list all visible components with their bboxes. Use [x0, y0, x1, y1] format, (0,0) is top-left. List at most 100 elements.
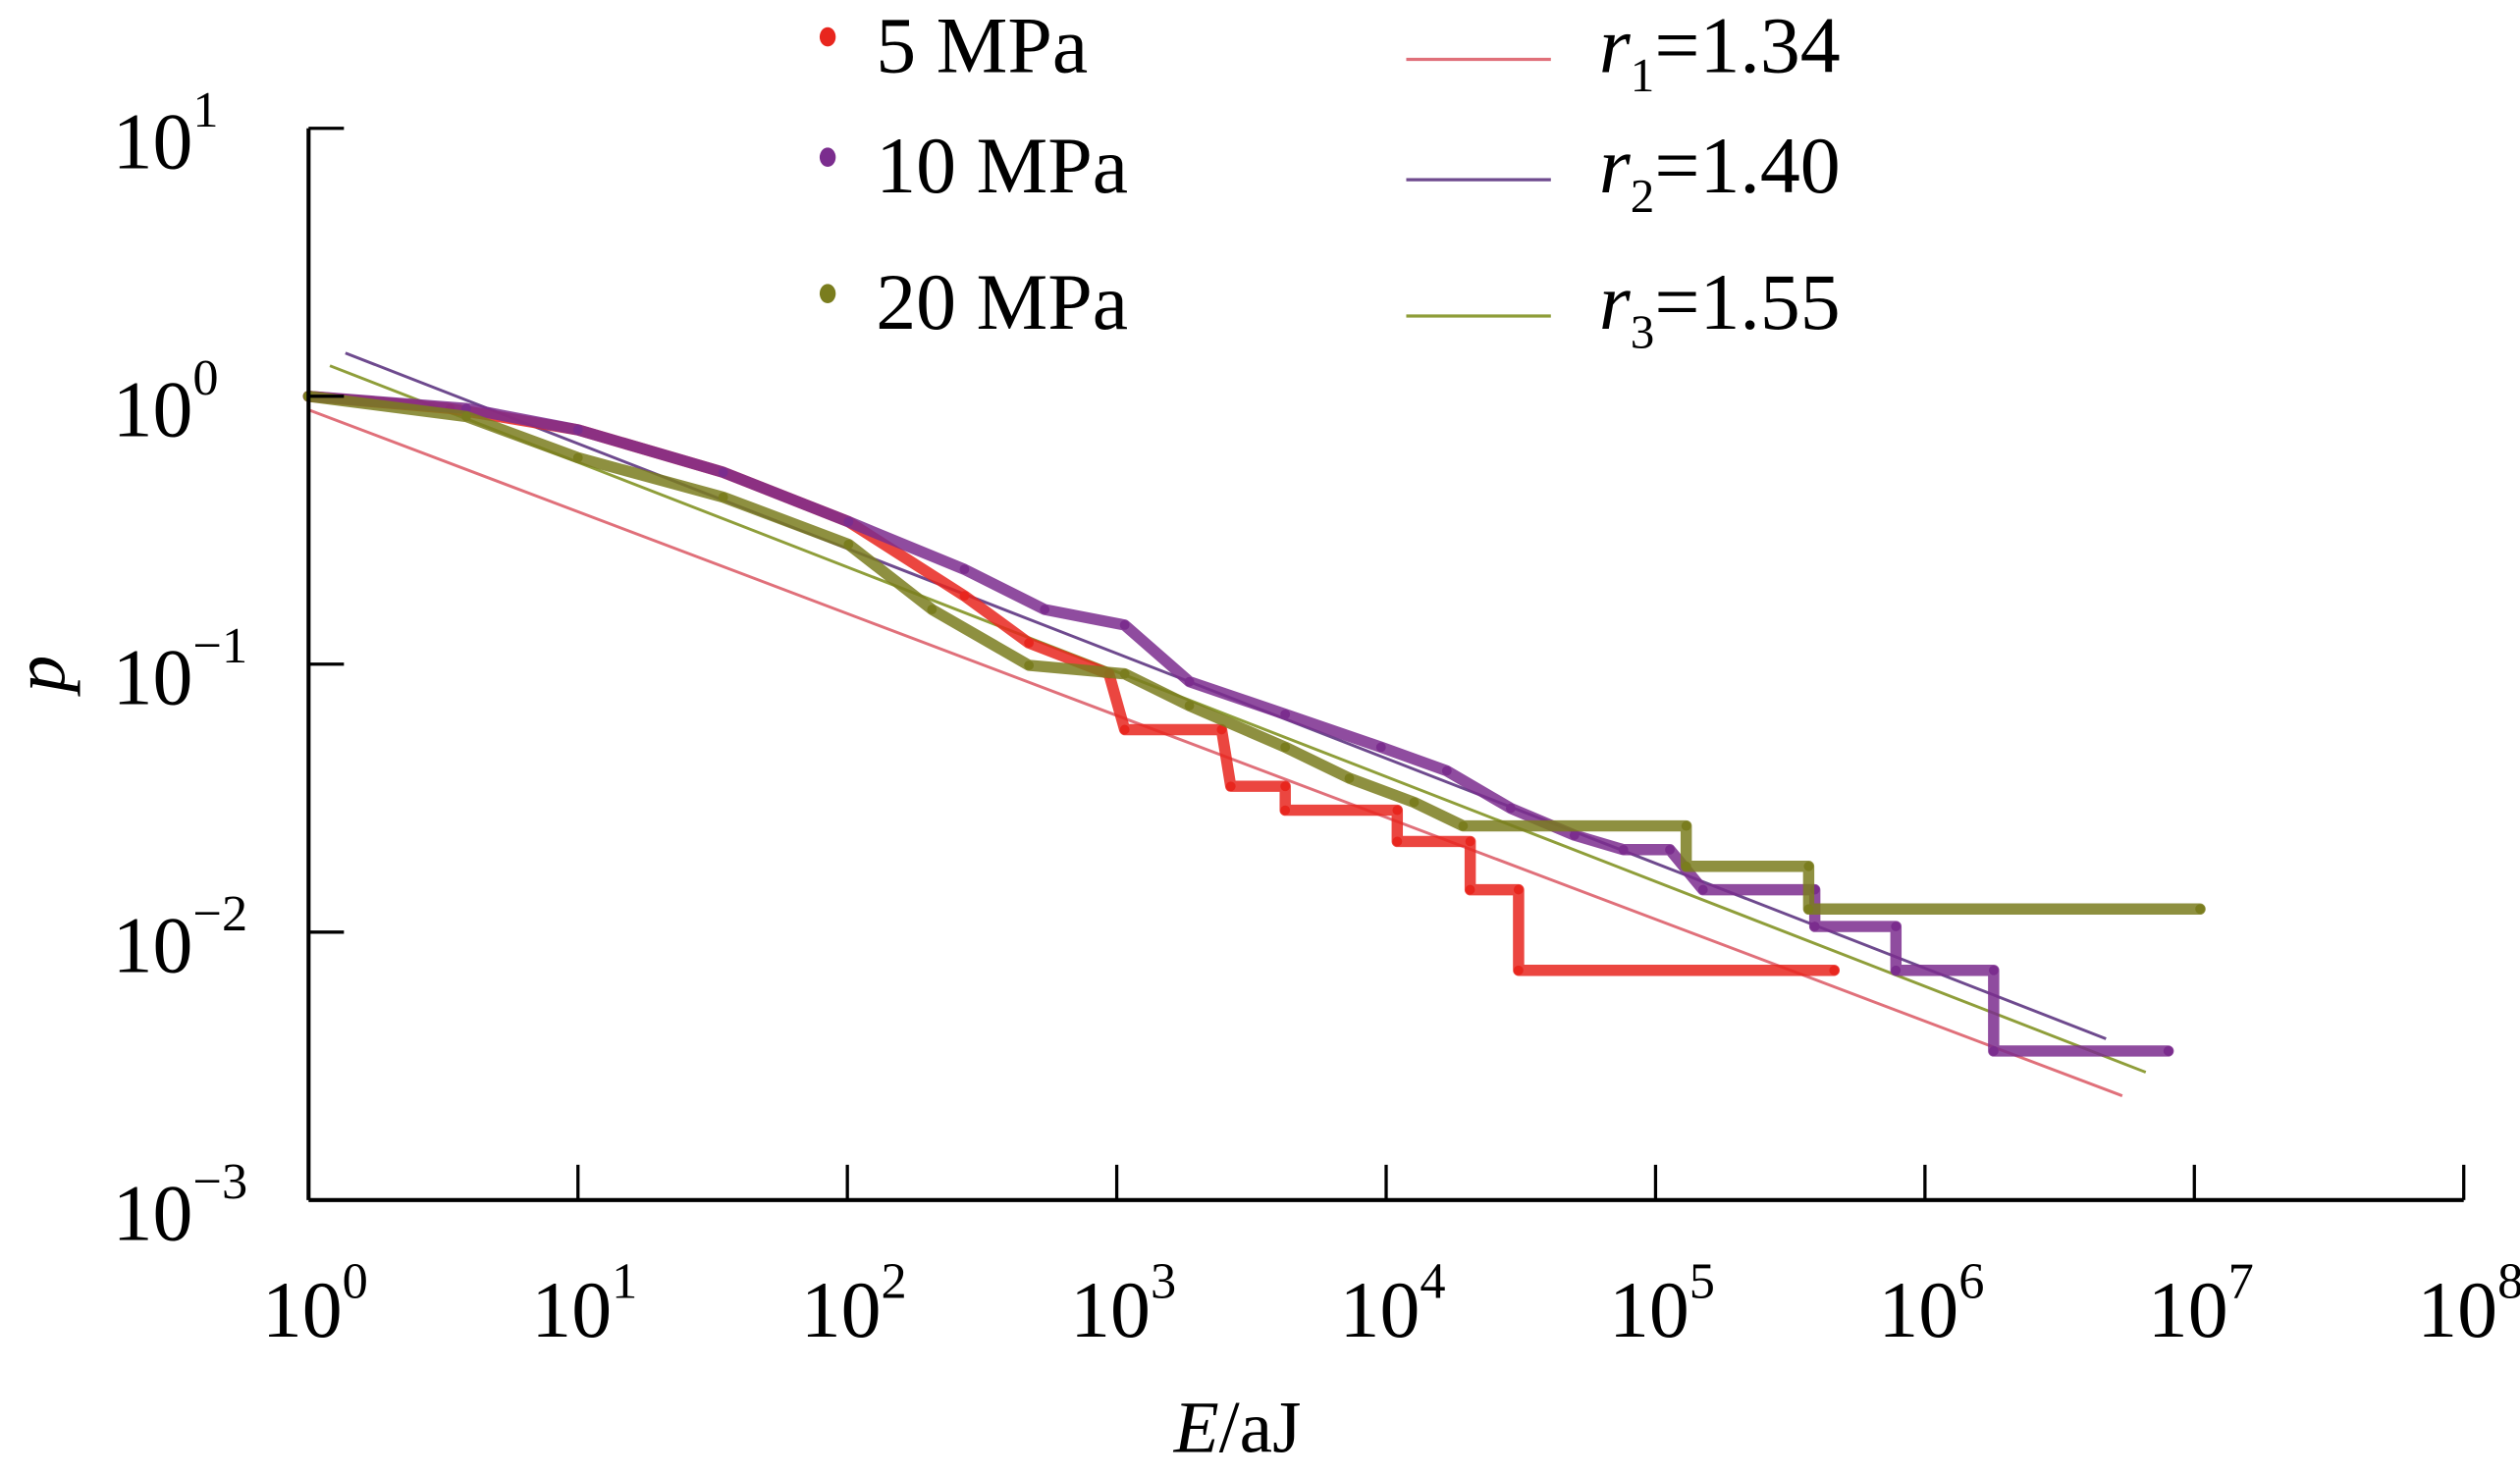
data-point [1513, 884, 1524, 895]
legend-label: 10 MPa [876, 121, 1128, 210]
data-point [1184, 701, 1195, 711]
data-point [461, 411, 471, 422]
data-point [2163, 1046, 2173, 1056]
y-tick-label-base: 10 [113, 633, 193, 722]
data-point [1392, 805, 1403, 816]
y-tick-label-exponent: −2 [192, 885, 247, 942]
data-point [1344, 773, 1355, 783]
data-point [1040, 605, 1050, 614]
x-tick-label: 107 [2148, 1253, 2254, 1354]
x-tick-label: 101 [531, 1253, 637, 1354]
legend-fit-label: r2=1.40 [1599, 121, 1841, 223]
data-point [1681, 820, 1691, 831]
legend-fit-label-subscript: 3 [1631, 305, 1655, 359]
x-tick-label: 108 [2417, 1253, 2520, 1354]
series-20-mpa [302, 391, 2206, 915]
y-tick-label-base: 10 [113, 1169, 193, 1258]
x-tick-label-base: 10 [531, 1265, 612, 1354]
legend-fit-label-value: =1.55 [1654, 257, 1840, 346]
y-tick-label-exponent: −3 [192, 1153, 247, 1210]
x-tick-label-exponent: 7 [2228, 1253, 2254, 1310]
data-point [1803, 861, 1814, 871]
y-tick-label-base: 10 [113, 365, 193, 454]
legend-label: 20 MPa [876, 257, 1128, 346]
y-tick-label: 10−3 [113, 1153, 248, 1257]
legend-fit-label-value: =1.40 [1654, 121, 1840, 210]
data-point [1441, 765, 1452, 776]
legend-fit-label-variable: r [1599, 1, 1632, 90]
x-axis-label: E/aJ [1173, 1388, 1302, 1469]
data-point [718, 492, 728, 502]
fit-line-r1 [307, 408, 2123, 1097]
data-point [1465, 884, 1475, 895]
data-point [1988, 965, 1999, 975]
data-point [1681, 861, 1691, 871]
data-point [1891, 965, 1902, 975]
data-point [1280, 709, 1291, 719]
y-tick-label-exponent: 0 [192, 349, 218, 406]
data-point [843, 516, 854, 527]
data-point [1665, 844, 1675, 855]
x-tick-label-base: 10 [1070, 1265, 1151, 1354]
y-tick-label-exponent: 1 [192, 81, 218, 138]
y-tick-label-base: 10 [113, 97, 193, 186]
y-tick-label: 100 [113, 349, 219, 453]
data-point [1280, 781, 1291, 792]
x-tick-label: 100 [262, 1253, 368, 1354]
data-point [843, 539, 854, 550]
legend-label: 5 MPa [876, 1, 1088, 90]
y-tick-label-exponent: −1 [192, 617, 247, 674]
data-point [1392, 836, 1403, 847]
data-point [1409, 797, 1420, 808]
x-tick-label-exponent: 0 [343, 1253, 368, 1310]
fit-line-r3 [329, 364, 2147, 1074]
y-tick-label: 101 [113, 81, 219, 185]
data-point [1024, 638, 1035, 649]
data-point [1225, 781, 1236, 792]
x-axis-label-variable: E [1173, 1388, 1219, 1469]
data-point [1618, 844, 1629, 855]
data-series [302, 391, 2206, 1057]
data-point [1184, 676, 1195, 687]
x-tick-label-base: 10 [262, 1265, 343, 1354]
x-tick-label-exponent: 5 [1689, 1253, 1715, 1310]
x-tick-label-base: 10 [801, 1265, 882, 1354]
data-point [1829, 965, 1840, 975]
legend-fit-label-variable: r [1599, 257, 1632, 346]
data-point [1280, 742, 1291, 753]
y-axis-label: p [0, 656, 80, 698]
legend-marker [819, 147, 836, 168]
data-point [572, 424, 583, 435]
data-point [2195, 904, 2206, 915]
x-tick-label-exponent: 4 [1420, 1253, 1445, 1310]
legend-fit-label-variable: r [1599, 121, 1632, 210]
data-point [1119, 668, 1130, 679]
x-tick-label-base: 10 [2148, 1265, 2228, 1354]
data-point [959, 564, 970, 575]
legend-marker [819, 26, 836, 47]
x-tick-label: 103 [1070, 1253, 1176, 1354]
data-point [718, 467, 728, 478]
x-tick-label-exponent: 8 [2497, 1253, 2520, 1310]
data-point [1465, 836, 1475, 847]
data-point [1024, 660, 1035, 670]
x-tick-label: 104 [1340, 1253, 1446, 1354]
data-point [1513, 965, 1524, 975]
y-tick-label: 10−2 [113, 885, 248, 989]
data-point [1505, 803, 1516, 814]
x-tick-label-exponent: 6 [1958, 1253, 1984, 1310]
x-axis-label-unit: /aJ [1219, 1388, 1302, 1469]
data-point [1697, 884, 1708, 895]
series-5-mpa [302, 391, 1841, 976]
legend-fit-label: r3=1.55 [1599, 257, 1841, 359]
data-point [1375, 742, 1386, 753]
data-point [1988, 1046, 1999, 1056]
x-tick-label-base: 10 [1340, 1265, 1421, 1354]
axes: 10010110210310410510610710810110010−110−… [113, 81, 2520, 1354]
data-point [1891, 922, 1902, 931]
legend-marker [819, 284, 836, 303]
legend-fit-label: r1=1.34 [1599, 1, 1841, 103]
data-point [1216, 724, 1227, 735]
